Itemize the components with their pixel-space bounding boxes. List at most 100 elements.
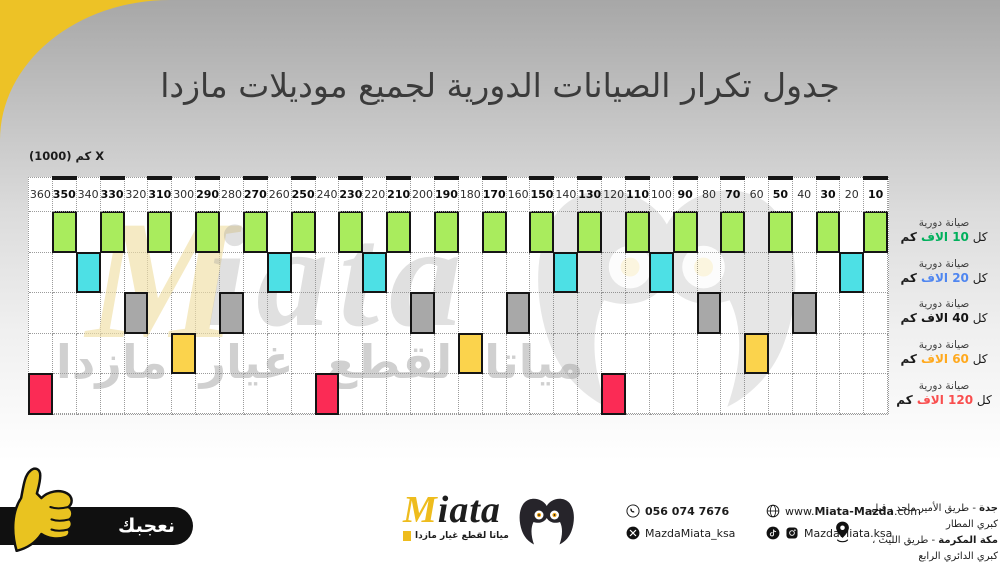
- grid-cell: [291, 374, 316, 415]
- grid-cell: [792, 212, 817, 253]
- mileage-header-200: 200: [411, 178, 435, 212]
- mileage-header-330: 330: [99, 176, 125, 212]
- header-tick-bar: [147, 176, 173, 180]
- grid-cell: [362, 251, 388, 294]
- grid-cell: [172, 374, 197, 415]
- grid-cell: [816, 293, 841, 334]
- header-tick-bar: [815, 176, 841, 180]
- row-label-20k: صيانة دورية كل 20 الاف كم: [900, 257, 988, 285]
- service-block-40k-at-280: [219, 292, 244, 334]
- grid-cell: [148, 252, 173, 294]
- grid-cell: [864, 252, 888, 294]
- header-tick-bar: [529, 176, 555, 180]
- grid-cell: [625, 211, 650, 253]
- grid-cell: [386, 211, 412, 253]
- row-label-40k: صيانة دورية كل 40 الاف كم: [900, 298, 988, 326]
- x-contact: MazdaMiata_ksa: [626, 526, 754, 540]
- grid-cell: [482, 374, 507, 415]
- header-tick-bar: [577, 176, 603, 180]
- header-tick-bar: [433, 176, 459, 180]
- service-block-10k-at-210: [386, 211, 412, 253]
- grid-cell: [721, 374, 746, 415]
- grid-cell: [815, 211, 841, 253]
- grid-cell: [124, 333, 149, 375]
- logo-rest: iata: [437, 489, 501, 531]
- service-block-10k-at-330: [99, 211, 125, 253]
- miata-logo: Miata مياتا لقطع غيار مازدا: [403, 489, 577, 549]
- grid-cell: [196, 293, 221, 334]
- mileage-header-250: 250: [290, 176, 316, 212]
- chart-grid: 360 350 340 330 320 310 300 290 280 270 260 250 240 2…: [28, 176, 889, 415]
- grid-cell: [411, 252, 435, 294]
- service-block-10k-at-170: [481, 211, 507, 253]
- grid-cell: [172, 252, 197, 294]
- grid-cell: [864, 374, 888, 415]
- phone-contact: 056 074 7676: [626, 504, 754, 518]
- website-url: www.Miata-Mazda.com: [785, 504, 921, 518]
- grid-cell: [767, 211, 793, 253]
- grid-cell: [29, 293, 53, 334]
- maintenance-schedule-chart: M iata مياتا لقطع غيار مازدا 360 350 340 33…: [28, 176, 889, 415]
- service-block-20k-at-260: [266, 251, 292, 294]
- phone-number: 056 074 7676: [645, 504, 730, 518]
- grid-cell: [816, 374, 841, 415]
- grid-cell: [315, 293, 340, 334]
- service-block-40k-at-40: [791, 292, 817, 334]
- grid-cell: [506, 374, 531, 415]
- grid-cell: [76, 333, 101, 375]
- grid-cell: [76, 212, 101, 253]
- grid-cell: [792, 374, 817, 415]
- grid-cell: [530, 293, 555, 334]
- grid-cell: [410, 292, 435, 334]
- grid-cell: [649, 293, 674, 334]
- grid-cell: [840, 333, 865, 375]
- grid-cell: [578, 293, 603, 334]
- grid-cell: [626, 293, 650, 334]
- service-block-10k-at-190: [433, 211, 459, 253]
- grid-cell: [554, 374, 579, 415]
- grid-cell: [196, 333, 221, 375]
- address-line: جدة - طريق الأمير ماجد ، قبل كبري المطار: [871, 503, 998, 530]
- grid-cell: [291, 333, 316, 375]
- mileage-header-80: 80: [697, 178, 722, 212]
- x-twitter-icon: [626, 526, 640, 540]
- header-tick-bar: [99, 176, 125, 180]
- page-title: جدول تكرار الصيانات الدورية لجميع موديلا…: [160, 66, 840, 105]
- grid-cell: [530, 374, 555, 415]
- mileage-header-60: 60: [745, 178, 769, 212]
- grid-cell: [433, 211, 459, 253]
- grid-cell: [768, 252, 793, 294]
- grid-cell: [697, 252, 722, 294]
- globe-icon: [766, 504, 780, 518]
- header-tick-bar: [481, 176, 507, 180]
- service-block-120k-at-360: [28, 373, 53, 415]
- grid-cell: [172, 212, 197, 253]
- grid-cell: [243, 252, 268, 294]
- grid-cell: [673, 252, 698, 294]
- service-block-40k-at-200: [410, 292, 435, 334]
- grid-cell: [339, 333, 364, 375]
- social-contact: MazdaMiata.ksa: [766, 526, 921, 540]
- grid-cell: [673, 333, 698, 375]
- grid-cell: [649, 374, 674, 415]
- contact-block: 056 074 7676 www.Miata-Mazda.com MazdaMi…: [626, 504, 921, 540]
- service-block-60k-at-300: [171, 332, 197, 375]
- mileage-header-110: 110: [625, 176, 650, 212]
- grid-cell: [554, 212, 579, 253]
- grid-cell: [768, 374, 793, 415]
- mileage-header-100: 100: [649, 178, 674, 212]
- grid-cell: [482, 333, 507, 375]
- grid-cell: [100, 252, 125, 294]
- header-tick-bar: [290, 176, 316, 180]
- service-block-20k-at-140: [553, 251, 579, 294]
- grid-cell: [28, 373, 53, 415]
- grid-cell: [52, 374, 77, 415]
- grid-cell: [267, 293, 292, 334]
- grid-cell: [840, 293, 865, 334]
- axis-unit-label: كم (1000) X: [29, 149, 105, 163]
- grid-cell: [458, 293, 483, 334]
- logo-tagline: مياتا لقطع غيار مازدا: [403, 531, 509, 541]
- grid-cell: [816, 333, 841, 375]
- grid-cell: [267, 333, 292, 375]
